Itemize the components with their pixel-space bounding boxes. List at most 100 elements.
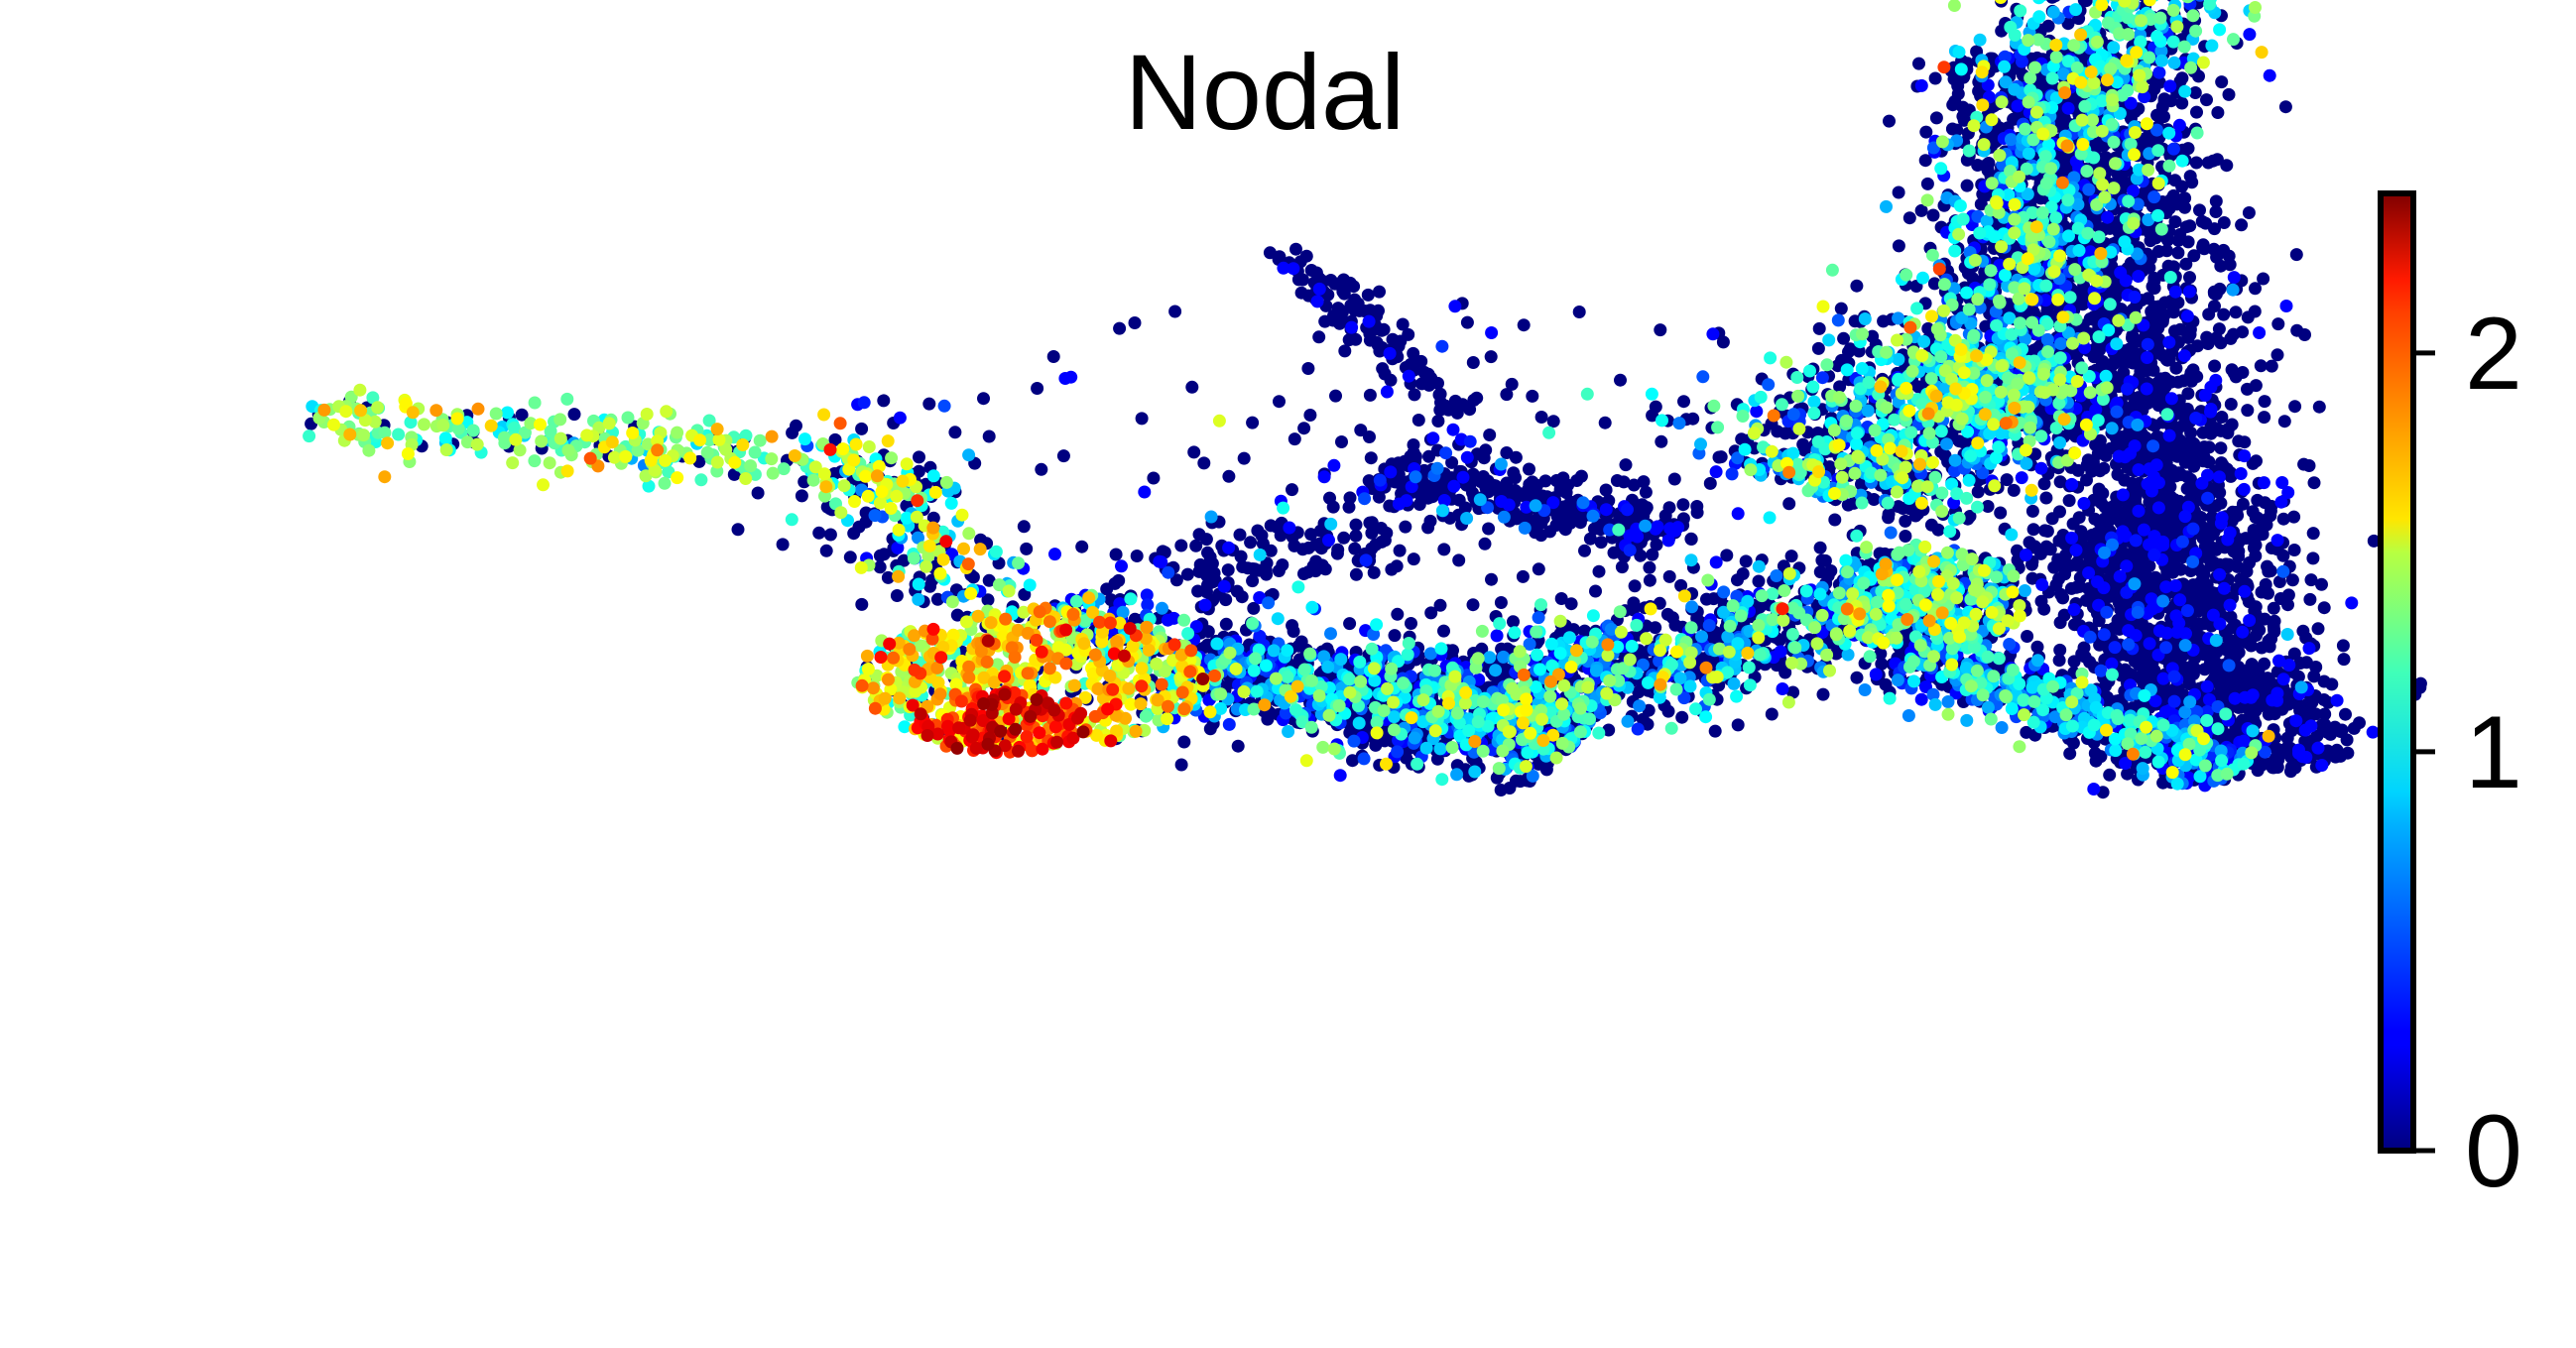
scatter-point (2200, 93, 2213, 106)
scatter-point (2249, 306, 2262, 318)
scatter-point (2197, 427, 2210, 439)
scatter-point (2118, 474, 2131, 487)
scatter-point (2211, 106, 2224, 119)
scatter-point (1407, 347, 1419, 360)
scatter-point (2313, 401, 2326, 414)
scatter-point (2308, 476, 2321, 489)
scatter-point (1883, 115, 1896, 128)
scatter-point (2228, 367, 2241, 380)
scatter-point (2175, 97, 2188, 110)
scatter-point (2208, 286, 2221, 299)
scatter-point (1442, 404, 1455, 417)
scatter-point (2208, 423, 2221, 435)
scatter-point (2187, 249, 2200, 262)
scatter-point (1677, 395, 1690, 408)
scatter-point (1616, 560, 1629, 573)
scatter-point (2305, 573, 2318, 586)
scatter-point (1893, 239, 1905, 252)
scatter-point (913, 450, 925, 463)
scatter-point (2207, 155, 2220, 168)
scatter-point (1470, 392, 1483, 405)
scatter-point (1523, 463, 1535, 476)
scatter-point (1994, 507, 2007, 520)
scatter-point (1509, 471, 1522, 484)
scatter-point (2126, 344, 2139, 357)
scatter-point (1366, 516, 1379, 529)
scatter-point (2215, 75, 2228, 88)
scatter-point (2257, 528, 2269, 541)
scatter-point (1231, 585, 1244, 598)
scatter-point (2215, 411, 2228, 424)
scatter-point (1431, 377, 1444, 390)
scatter-point (1349, 530, 1362, 543)
scatter-point (2111, 433, 2124, 446)
scatter-point (1835, 303, 1848, 315)
scatter-point (2147, 275, 2160, 288)
scatter-point (2125, 356, 2138, 369)
scatter-point (1555, 592, 1568, 605)
scatter-point (2287, 511, 2300, 524)
scatter-point (1651, 539, 1663, 551)
scatter-point (1676, 498, 1689, 511)
scatter-point (1972, 485, 1985, 498)
scatter-point (1175, 759, 1188, 772)
scatter-point (2213, 322, 2226, 335)
scatter-point (1343, 617, 1356, 630)
scatter-point (2182, 142, 2195, 155)
scatter-point (1817, 688, 1830, 701)
scatter-point (1883, 508, 1896, 521)
scatter-point (1903, 211, 1916, 224)
scatter-point (2181, 470, 2194, 483)
scatter-point (1189, 540, 1202, 552)
scatter-point (2208, 360, 2221, 373)
scatter-point (2027, 523, 2040, 536)
scatter-point (2080, 474, 2093, 487)
scatter-point (1409, 388, 1421, 401)
scatter-point (1350, 568, 1363, 581)
scatter-point (1753, 575, 1766, 588)
scatter-point (1929, 72, 1942, 85)
scatter-point (2266, 360, 2278, 373)
scatter-point (1629, 579, 1642, 592)
scatter-point (2250, 379, 2263, 392)
scatter-point (2112, 355, 2125, 368)
scatter-point (2223, 88, 2236, 101)
scatter-point (1600, 484, 1613, 497)
scatter-point (2201, 455, 2214, 468)
scatter-point (2088, 350, 2101, 363)
scatter-point (2257, 273, 2269, 286)
scatter-point (2259, 395, 2271, 408)
scatter-point (2026, 505, 2039, 518)
scatter-point (2094, 440, 2107, 453)
scatter-point (2214, 441, 2227, 454)
scatter-point (2191, 339, 2204, 352)
scatter-point (2141, 364, 2153, 377)
scatter-point (874, 550, 887, 562)
scatter-point (1952, 87, 1965, 100)
scatter-point (1737, 567, 1750, 580)
scatter-point (1350, 519, 1363, 532)
scatter-point (2063, 494, 2076, 507)
scatter-point (1331, 548, 1344, 560)
scatter-point (1479, 481, 1492, 494)
scatter-point (2152, 381, 2165, 394)
scatter-point (1627, 596, 1640, 609)
scatter-point (2116, 507, 2129, 520)
scatter-point (2183, 271, 2196, 284)
scatter-point (2279, 100, 2292, 113)
scatter-point (1912, 58, 1925, 70)
scatter-point (2053, 505, 2066, 518)
scatter-point (1433, 389, 1446, 402)
scatter-point (1663, 570, 1676, 583)
scatter-point (1814, 542, 1827, 554)
scatter-point (1850, 280, 1863, 293)
scatter-point (1503, 782, 1516, 795)
scatter-point (2171, 246, 2184, 259)
scatter-point (847, 527, 860, 540)
scatter-point (2186, 366, 2199, 379)
scatter-point (1220, 618, 1233, 631)
scatter-point (2157, 110, 2170, 123)
scatter-point (1385, 563, 1398, 576)
scatter-point (2173, 228, 2186, 241)
